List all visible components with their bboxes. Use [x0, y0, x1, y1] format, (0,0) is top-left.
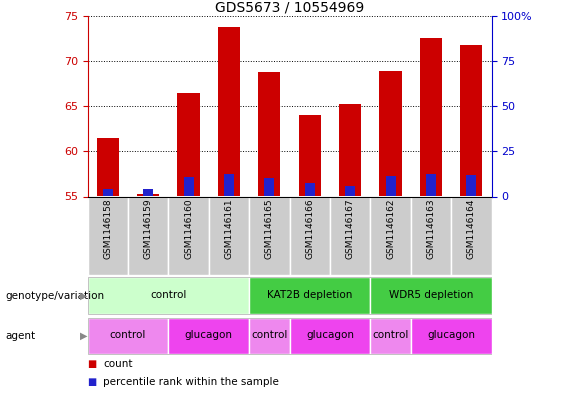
Text: glucagon: glucagon: [306, 330, 354, 340]
Text: control: control: [372, 330, 408, 340]
Bar: [168, 318, 249, 354]
Bar: [466, 175, 476, 196]
Text: genotype/variation: genotype/variation: [6, 291, 105, 301]
Text: glucagon: glucagon: [427, 330, 475, 340]
Text: percentile rank within the sample: percentile rank within the sample: [103, 377, 279, 387]
Bar: [371, 196, 411, 275]
Bar: [264, 178, 275, 196]
Text: GSM1146158: GSM1146158: [103, 199, 112, 259]
Bar: [103, 189, 113, 196]
Text: GSM1146164: GSM1146164: [467, 199, 476, 259]
Bar: [224, 174, 234, 196]
Text: GSM1146160: GSM1146160: [184, 199, 193, 259]
Bar: [88, 318, 168, 354]
Bar: [339, 104, 361, 196]
Title: GDS5673 / 10554969: GDS5673 / 10554969: [215, 0, 364, 15]
Bar: [371, 277, 492, 314]
Bar: [249, 196, 289, 275]
Text: GSM1146161: GSM1146161: [224, 199, 233, 259]
Bar: [290, 196, 330, 275]
Bar: [451, 196, 492, 275]
Bar: [209, 196, 249, 275]
Bar: [299, 115, 321, 196]
Bar: [249, 277, 371, 314]
Text: ▶: ▶: [80, 331, 88, 341]
Text: glucagon: glucagon: [185, 330, 233, 340]
Bar: [460, 45, 483, 196]
Text: WDR5 depletion: WDR5 depletion: [389, 290, 473, 300]
Bar: [168, 196, 209, 275]
Text: GSM1146167: GSM1146167: [346, 199, 355, 259]
Bar: [88, 277, 249, 314]
Bar: [249, 318, 289, 354]
Text: GSM1146163: GSM1146163: [427, 199, 436, 259]
Bar: [177, 92, 199, 196]
Text: ■: ■: [88, 360, 97, 369]
Bar: [411, 318, 492, 354]
Text: GSM1146162: GSM1146162: [386, 199, 395, 259]
Text: ▶: ▶: [80, 291, 88, 301]
Bar: [345, 185, 355, 196]
Bar: [97, 138, 119, 196]
Text: GSM1146165: GSM1146165: [265, 199, 274, 259]
Text: control: control: [110, 330, 146, 340]
Bar: [420, 38, 442, 197]
Bar: [330, 196, 371, 275]
Bar: [184, 176, 194, 196]
Bar: [371, 318, 411, 354]
Text: control: control: [150, 290, 186, 300]
Bar: [290, 318, 371, 354]
Text: GSM1146166: GSM1146166: [305, 199, 314, 259]
Bar: [143, 189, 153, 196]
Text: agent: agent: [6, 331, 36, 341]
Bar: [128, 196, 168, 275]
Bar: [411, 196, 451, 275]
Bar: [426, 174, 436, 196]
Bar: [218, 27, 240, 196]
Text: count: count: [103, 360, 133, 369]
Bar: [258, 72, 280, 196]
Bar: [385, 176, 396, 196]
Bar: [305, 183, 315, 196]
Text: KAT2B depletion: KAT2B depletion: [267, 290, 353, 300]
Bar: [137, 194, 159, 196]
Bar: [380, 71, 402, 196]
Text: ■: ■: [88, 377, 97, 387]
Text: control: control: [251, 330, 288, 340]
Bar: [88, 196, 128, 275]
Text: GSM1146159: GSM1146159: [144, 199, 153, 259]
